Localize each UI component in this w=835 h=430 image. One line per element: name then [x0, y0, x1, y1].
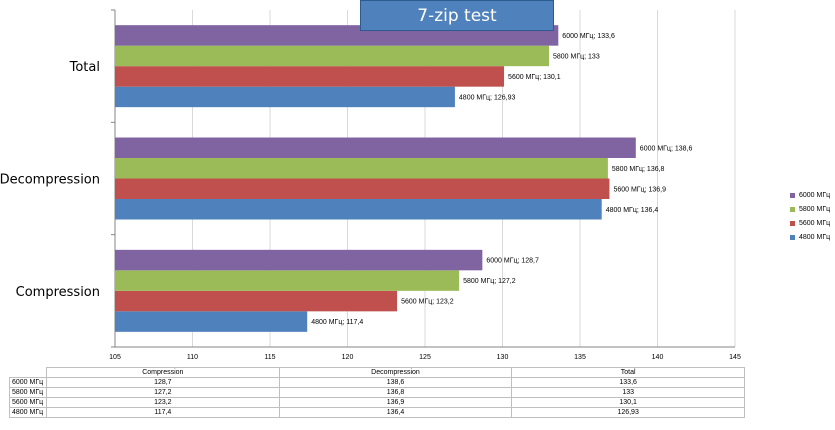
- table-row: 4800 МГц 117,4 136,4 126,93: [9, 407, 745, 418]
- table-row-label: 6000 МГц: [9, 377, 47, 388]
- bar: [115, 290, 398, 312]
- bar: [115, 66, 505, 87]
- category-label: Total: [69, 60, 100, 75]
- data-label: 4800 МГц; 126,93: [459, 94, 516, 101]
- data-label: 5800 МГц; 127,2: [463, 278, 516, 285]
- table-row-label: 5800 МГц: [9, 387, 47, 398]
- table-row: 5800 МГц 127,2 136,8 133: [9, 387, 745, 398]
- legend-swatch-5600: [790, 220, 795, 226]
- x-tick-label: 145: [729, 354, 741, 361]
- bar: [115, 199, 602, 220]
- chart-plot: 105 110 115 120 125 130 135 140 145 Compression 48…: [0, 9, 741, 361]
- table-cell: 127,2: [46, 387, 280, 398]
- data-label: 4800 МГц; 136,4: [606, 207, 659, 214]
- x-tick-label: 140: [652, 354, 664, 361]
- table-cell: 117,4: [46, 407, 280, 418]
- data-label: 5600 МГц; 136,9: [613, 186, 666, 193]
- data-label: 6000 МГц; 133,6: [562, 33, 615, 40]
- legend-swatch-6000: [790, 192, 795, 198]
- table-cell: 136,9: [278, 397, 513, 408]
- bar: [115, 270, 460, 291]
- legend-label-5800: 5800 МГц: [799, 205, 831, 213]
- legend-item-6000: 6000 МГц: [790, 188, 830, 202]
- table-cell: 133,6: [511, 377, 745, 388]
- x-tick-label: 120: [342, 354, 354, 361]
- data-label: 5800 МГц; 133: [553, 53, 600, 60]
- data-label: 6000 МГц; 128,7: [486, 258, 539, 265]
- legend-item-4800: 4800 МГц: [790, 230, 830, 244]
- table-row: 5600 МГц 123,2 136,9 130,1: [9, 397, 745, 408]
- legend: 6000 МГц 5800 МГц 5600 МГц 4800 МГц: [790, 188, 830, 244]
- table-cell: 136,8: [278, 387, 513, 398]
- table-row: 6000 МГц 128,7 138,6 133,6: [9, 377, 745, 388]
- legend-swatch-5800: [790, 206, 795, 212]
- data-label: 5600 МГц; 130,1: [508, 74, 561, 81]
- x-tick-label: 105: [109, 354, 121, 361]
- table-cell: 136,4: [278, 407, 513, 418]
- data-label: 6000 МГц; 138,6: [640, 145, 693, 152]
- bar: [115, 249, 483, 271]
- table-cell: 138,6: [278, 377, 513, 388]
- data-label: 4800 МГц; 117,4: [311, 319, 363, 326]
- table-header-compression: Compression: [46, 367, 280, 378]
- legend-item-5800: 5800 МГц: [790, 202, 830, 216]
- table-cell: 123,2: [46, 397, 280, 408]
- data-label: 5600 МГц; 123,2: [401, 299, 454, 306]
- legend-label-5600: 5600 МГц: [799, 219, 831, 227]
- table-cell: 128,7: [46, 377, 280, 388]
- x-tick-label: 135: [574, 354, 586, 361]
- table-row-label: 5600 МГц: [9, 397, 47, 408]
- table-header-row: Compression Decompression Total: [9, 367, 745, 378]
- bar: [115, 178, 610, 199]
- chart-title: 7-zip test: [360, 0, 554, 31]
- legend-label-4800: 4800 МГц: [799, 233, 831, 241]
- data-label: 5800 МГц; 136,8: [612, 166, 665, 173]
- table-corner: [9, 367, 47, 378]
- table-cell: 133: [511, 387, 745, 398]
- x-tick-label: 130: [497, 354, 509, 361]
- table-cell: 126,93: [511, 407, 745, 418]
- table-header-total: Total: [511, 367, 745, 378]
- data-table: Compression Decompression Total 6000 МГц…: [9, 367, 745, 418]
- category-label: Decompression: [0, 173, 100, 188]
- table-cell: 130,1: [511, 397, 745, 408]
- legend-label-6000: 6000 МГц: [799, 191, 831, 199]
- x-tick-label: 115: [264, 354, 275, 361]
- bar: [115, 311, 308, 332]
- bar: [115, 86, 455, 108]
- x-tick-label: 125: [419, 354, 431, 361]
- legend-item-5600: 5600 МГц: [790, 216, 830, 230]
- legend-swatch-4800: [790, 234, 795, 240]
- bar: [115, 45, 549, 67]
- x-tick-label: 110: [187, 354, 198, 361]
- category-label: Compression: [16, 285, 100, 300]
- bar: [115, 137, 636, 158]
- table-row-label: 4800 МГц: [9, 407, 47, 418]
- table-header-decompression: Decompression: [278, 367, 513, 378]
- bar: [115, 158, 608, 179]
